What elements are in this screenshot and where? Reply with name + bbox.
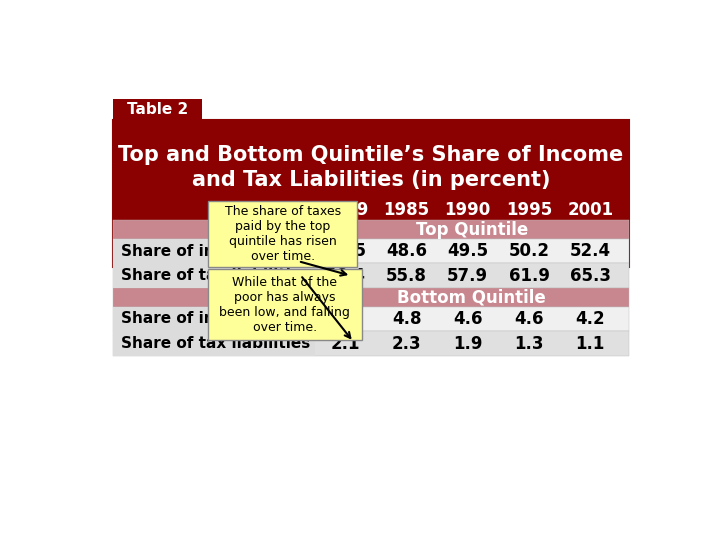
FancyBboxPatch shape	[113, 307, 315, 331]
Text: 1979: 1979	[322, 200, 369, 219]
Text: 49.5: 49.5	[447, 242, 488, 260]
FancyBboxPatch shape	[113, 239, 629, 264]
FancyBboxPatch shape	[208, 269, 362, 340]
Text: 1.1: 1.1	[575, 335, 605, 353]
FancyBboxPatch shape	[208, 201, 357, 267]
Text: Share of income: Share of income	[121, 312, 260, 326]
Text: Bottom Quintile: Bottom Quintile	[397, 288, 546, 306]
FancyBboxPatch shape	[113, 264, 629, 288]
Text: 1.9: 1.9	[453, 335, 482, 353]
Text: 2001: 2001	[567, 200, 613, 219]
Text: 1985: 1985	[384, 200, 430, 219]
Text: 48.6: 48.6	[386, 242, 427, 260]
Text: 1995: 1995	[506, 200, 552, 219]
Text: 1.3: 1.3	[514, 335, 544, 353]
Text: 65.3: 65.3	[570, 267, 611, 285]
Text: 2.3: 2.3	[392, 335, 421, 353]
Text: 50.2: 50.2	[508, 242, 549, 260]
Text: 4.8: 4.8	[392, 310, 421, 328]
FancyBboxPatch shape	[113, 99, 202, 120]
FancyBboxPatch shape	[113, 331, 315, 356]
Text: While that of the
poor has always
been low, and falling
over time.: While that of the poor has always been l…	[220, 275, 351, 334]
Text: 57.9: 57.9	[447, 267, 488, 285]
Text: 1990: 1990	[445, 200, 491, 219]
FancyBboxPatch shape	[113, 331, 629, 356]
Text: Top and Bottom Quintile’s Share of Income: Top and Bottom Quintile’s Share of Incom…	[118, 145, 624, 165]
Text: 4.2: 4.2	[575, 310, 605, 328]
Text: and Tax Liabilities (in percent): and Tax Liabilities (in percent)	[192, 170, 550, 190]
Text: 5.8: 5.8	[330, 310, 360, 328]
Text: 4.6: 4.6	[514, 310, 544, 328]
FancyBboxPatch shape	[113, 288, 629, 307]
Text: 2.1: 2.1	[330, 335, 360, 353]
Text: 45.5: 45.5	[325, 242, 366, 260]
Text: 52.4: 52.4	[570, 242, 611, 260]
Text: Top Quintile: Top Quintile	[415, 220, 528, 239]
FancyBboxPatch shape	[113, 120, 629, 220]
Text: Table 2: Table 2	[127, 102, 189, 117]
Text: 56.4: 56.4	[325, 267, 366, 285]
Text: 4.6: 4.6	[453, 310, 482, 328]
Text: 61.9: 61.9	[508, 267, 549, 285]
FancyBboxPatch shape	[113, 307, 629, 331]
FancyBboxPatch shape	[113, 239, 315, 264]
Text: 55.8: 55.8	[386, 267, 427, 285]
FancyBboxPatch shape	[113, 120, 629, 267]
Text: Share of tax liabilities: Share of tax liabilities	[121, 268, 310, 284]
Text: The share of taxes
paid by the top
quintile has risen
over time.: The share of taxes paid by the top quint…	[225, 205, 341, 263]
Text: Share of tax liabilities: Share of tax liabilities	[121, 336, 310, 351]
FancyBboxPatch shape	[113, 220, 629, 239]
FancyBboxPatch shape	[113, 264, 315, 288]
Text: Share of income: Share of income	[121, 244, 260, 259]
